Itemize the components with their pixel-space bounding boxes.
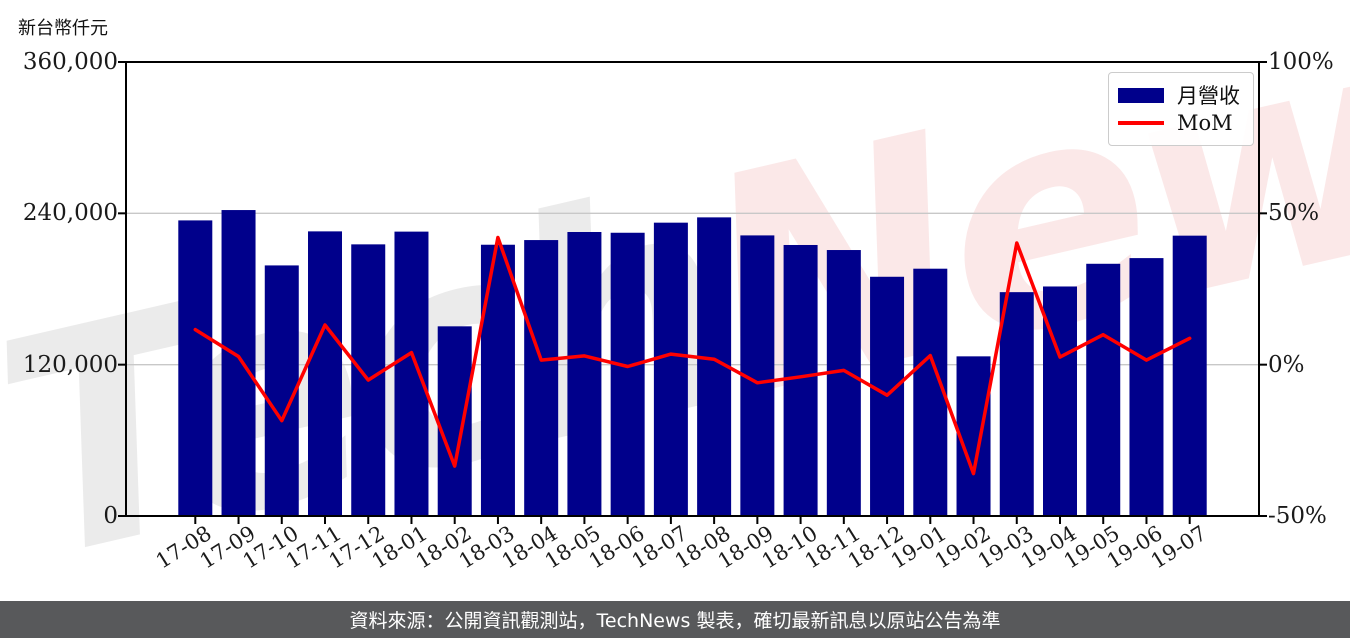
revenue-bar [1172, 235, 1207, 516]
source-footer: 資料來源：公開資訊觀測站，TechNews 製表，確切最新訊息以原站公告為準 [0, 601, 1350, 638]
revenue-bar [567, 231, 602, 516]
right-axis-tick-label: 0% [1268, 351, 1305, 378]
revenue-bar [394, 231, 429, 516]
legend-label-mom: MoM [1177, 111, 1233, 135]
legend-row-mom: MoM [1118, 109, 1243, 137]
right-axis-tick-label: 100% [1268, 49, 1334, 75]
revenue-bar [913, 268, 948, 516]
revenue-bar [653, 222, 688, 516]
revenue-bar [1129, 258, 1164, 516]
revenue-bar-swatch [1118, 87, 1164, 103]
left-axis-tick-label: 0 [103, 503, 118, 529]
revenue-bar [999, 292, 1034, 516]
revenue-bar [264, 265, 299, 516]
revenue-bar [826, 250, 861, 516]
right-axis-tick-label: 50% [1268, 200, 1320, 227]
legend-label-revenue: 月營收 [1177, 84, 1240, 108]
plot-border [125, 61, 1260, 517]
legend: 月營收 MoM [1108, 72, 1254, 146]
left-axis-tick-label: 120,000 [22, 351, 118, 378]
mom-line-swatch [1118, 121, 1164, 125]
revenue-bar [437, 326, 472, 516]
revenue-bar [524, 240, 559, 516]
revenue-bar [956, 356, 991, 516]
revenue-bar [308, 231, 343, 516]
left-axis-title: 新台幣仟元 [18, 18, 108, 39]
left-axis-tick-label: 240,000 [22, 200, 118, 227]
left-axis-tick-label: 360,000 [22, 49, 118, 75]
mom-line [193, 235, 1192, 476]
revenue-bar [178, 220, 213, 516]
right-axis-tick-label: -50% [1268, 503, 1327, 529]
revenue-bar [783, 244, 818, 516]
revenue-bar [480, 244, 515, 517]
revenue-bar [221, 210, 256, 516]
legend-row-revenue: 月營收 [1118, 81, 1243, 109]
revenue-bar [1086, 263, 1121, 516]
revenue-bar [610, 232, 645, 516]
